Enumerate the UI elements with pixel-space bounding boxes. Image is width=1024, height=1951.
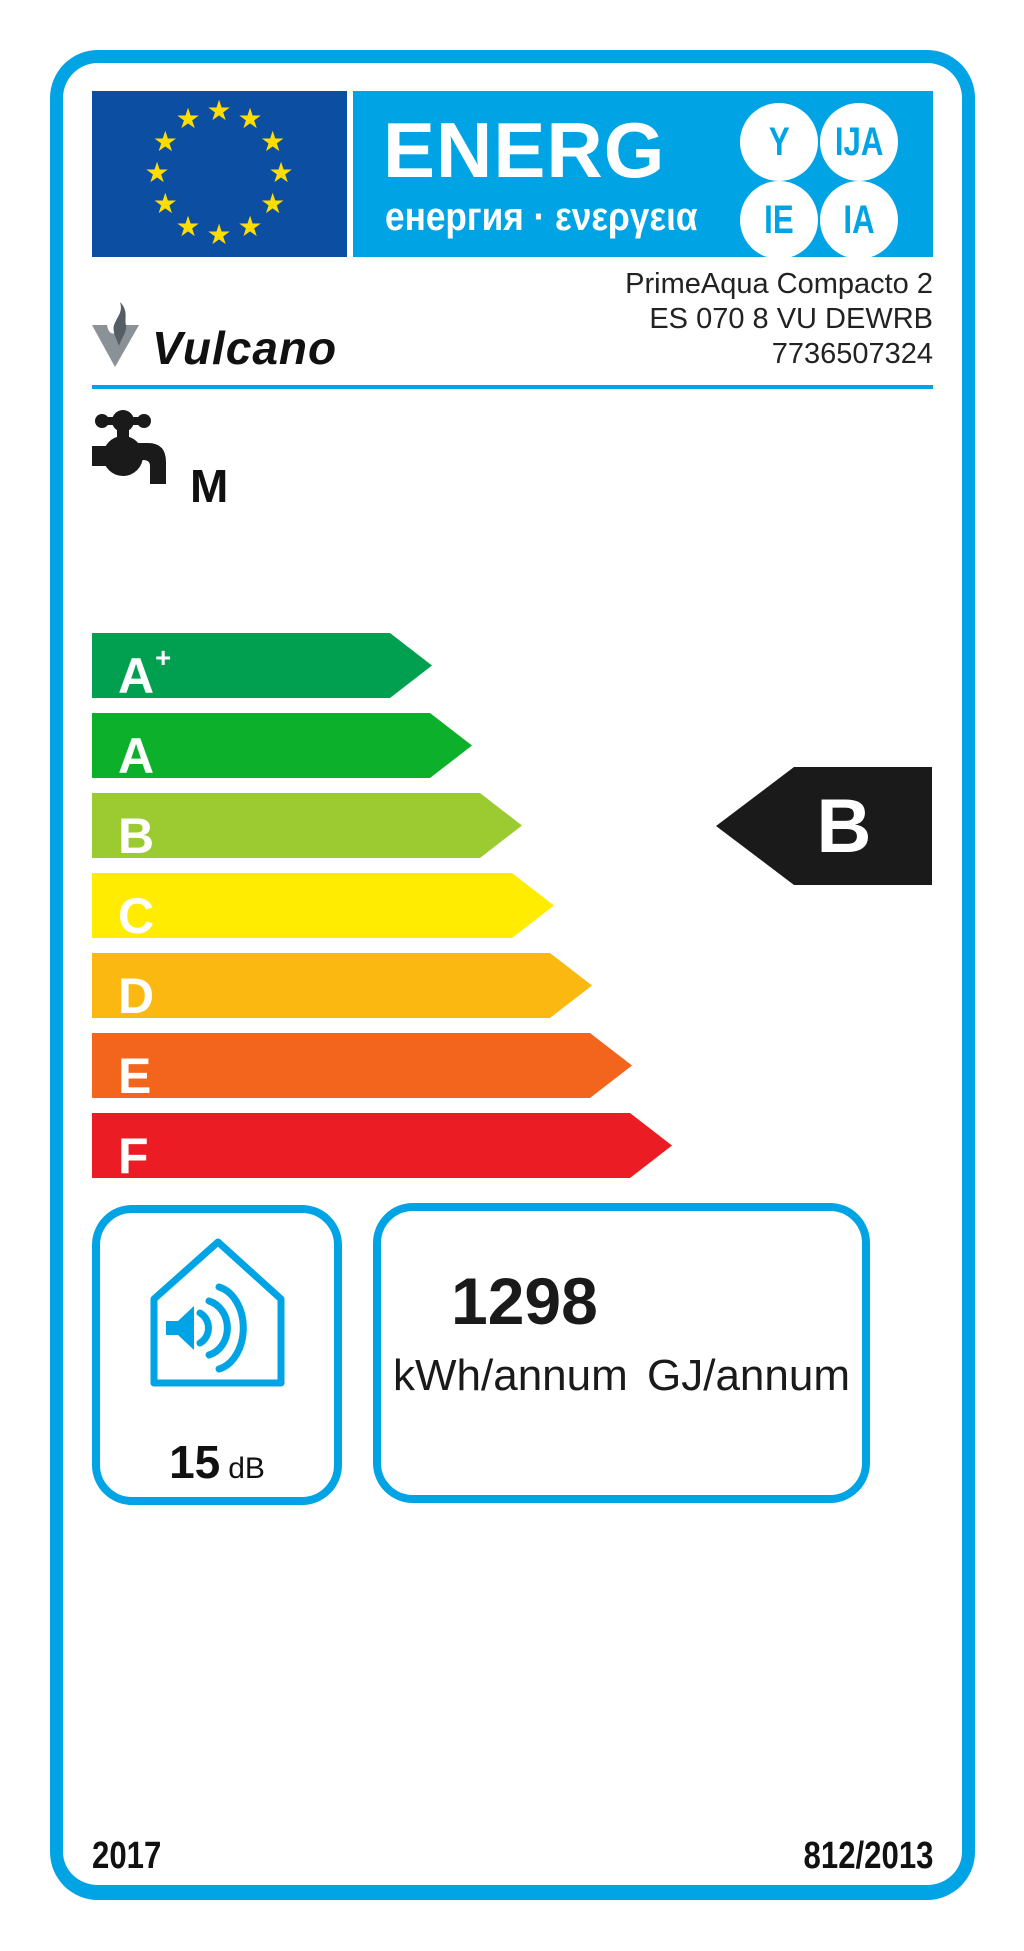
model-code: ES 070 8 VU DEWRB [649, 303, 933, 335]
language-code: IJA [834, 119, 884, 164]
class-letter: B [118, 807, 155, 864]
kwh-unit: kWh/annum [393, 1351, 628, 1400]
energ-banner: ENERG енергия · ενεργεια Y IJA IE IA [353, 91, 933, 259]
rating-arrow: B [716, 767, 932, 885]
model-info: PrimeAqua Compacto 2 ES 070 8 VU DEWRB 7… [625, 267, 933, 372]
annual-consumption-value: 1298 [451, 1264, 598, 1338]
eu-star-icon: ★ [260, 124, 286, 158]
language-circle-ie: IE [740, 181, 818, 259]
energy-class-arrow: E [92, 1033, 632, 1098]
energy-class-arrow: F [92, 1113, 672, 1178]
eu-star-icon: ★ [237, 102, 263, 136]
energy-label-card: ★ ★ ★ ★ ★ ★ ★ ★ ★ ★ ★ ★ ENERG енергия · ενεργεια Y … [50, 50, 975, 1900]
class-letter: F [118, 1127, 149, 1184]
eu-star-icon: ★ [206, 217, 232, 251]
language-code: IE [764, 197, 794, 242]
eu-star-icon: ★ [206, 93, 232, 127]
class-letter: E [118, 1047, 152, 1104]
energy-class-arrow: A [92, 713, 472, 778]
eu-star-icon: ★ [175, 102, 201, 136]
language-circle-ija: IJA [820, 103, 898, 181]
energy-class-arrow: B [92, 793, 522, 858]
class-letter-sup: + [155, 641, 172, 673]
rating-letter: B [816, 783, 872, 869]
brand-wordmark: Vulcano [152, 322, 338, 374]
energy-class-scale: A+ A B C D E F [92, 633, 712, 1178]
language-circle-y: Y [740, 103, 818, 181]
language-code: Y [768, 119, 790, 164]
footer-year: 2017 [92, 1835, 162, 1877]
footer-regulation: 812/2013 [803, 1835, 933, 1877]
noise-unit: dB [228, 1452, 265, 1485]
footer: 2017 812/2013 [92, 1835, 933, 1878]
language-code: IA [843, 197, 875, 242]
vulcano-flame-icon [92, 302, 140, 373]
eu-star-icon: ★ [268, 155, 294, 189]
divider-line [92, 385, 933, 389]
energy-class-arrow: D [92, 953, 592, 1018]
energy-class-arrow: A+ [92, 633, 432, 698]
language-circle-ia: IA [820, 181, 898, 259]
eu-star-icon: ★ [144, 155, 170, 189]
model-name: PrimeAqua Compacto 2 [625, 268, 933, 300]
energ-title: ENERG [383, 106, 666, 194]
class-letter: A [118, 727, 155, 784]
eu-star-icon: ★ [152, 124, 178, 158]
eu-star-icon: ★ [152, 186, 178, 220]
class-letter: C [118, 887, 155, 944]
noise-reading: 15 dB [100, 1435, 334, 1489]
eu-star-icon: ★ [260, 186, 286, 220]
eu-star-icon: ★ [175, 209, 201, 243]
class-letter: A [118, 647, 155, 704]
model-number: 7736507324 [771, 338, 933, 370]
energy-class-arrow: C [92, 873, 554, 938]
energ-subtitle: енергия · ενεργεια [385, 195, 698, 239]
gj-unit: GJ/annum [647, 1351, 850, 1400]
consumption-units: kWh/annum GJ/annum [393, 1351, 850, 1401]
house-sound-icon [150, 1237, 285, 1392]
eu-star-icon: ★ [237, 209, 263, 243]
consumption-box: 1298 kWh/annum GJ/annum [373, 1203, 870, 1503]
eu-flag: ★ ★ ★ ★ ★ ★ ★ ★ ★ ★ ★ ★ [92, 91, 347, 257]
class-letter: D [118, 967, 155, 1024]
load-profile-label: M [190, 460, 229, 512]
water-tap-icon [92, 410, 170, 495]
noise-value: 15 [169, 1436, 221, 1488]
noise-box: 15 dB [92, 1205, 342, 1505]
